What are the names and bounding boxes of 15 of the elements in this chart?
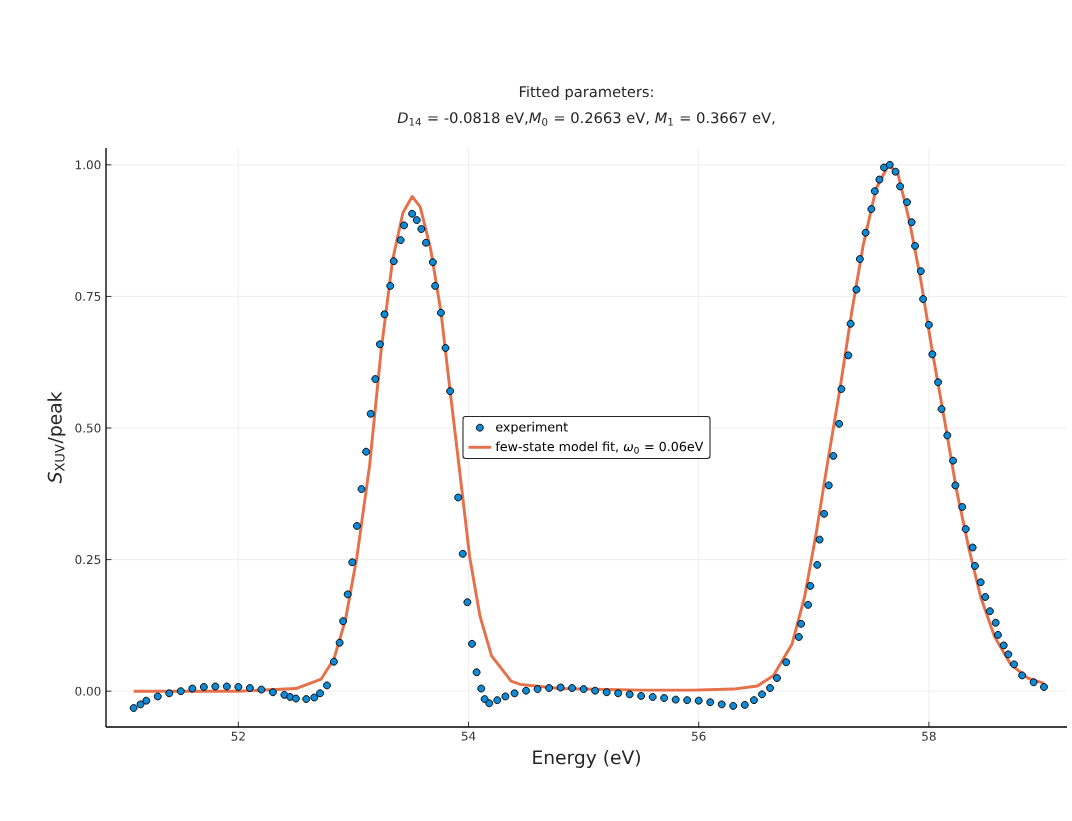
legend-label: few-state model fit, ω$_{0}$ = 0.06eV [495,441,704,454]
x-tick-label: 54 [461,731,476,741]
x-tick-label: 52 [231,731,245,741]
y-tick-label: 1.00 [75,160,101,170]
y-tick-label: 0.50 [75,423,101,433]
x-tick-label: 56 [692,731,706,741]
y-tick-label: 0.75 [75,291,101,301]
y-tick-label: 0.25 [75,555,101,565]
legend-label: experiment [496,421,568,435]
y-axis-title: S$_{XUV}$/peak [47,391,66,484]
y-tick-label: 0.00 [75,686,101,696]
chart-title: Fitted parameters: [519,85,653,101]
x-tick-label: 58 [922,731,936,741]
text: D$_{14}$ = -0.0818 eV,M$_{0}$ = 0.2663 eV, M$_{1}$ = 0.3667 eV, [397,112,775,126]
x-axis-title: Energy (eV) [533,749,640,768]
